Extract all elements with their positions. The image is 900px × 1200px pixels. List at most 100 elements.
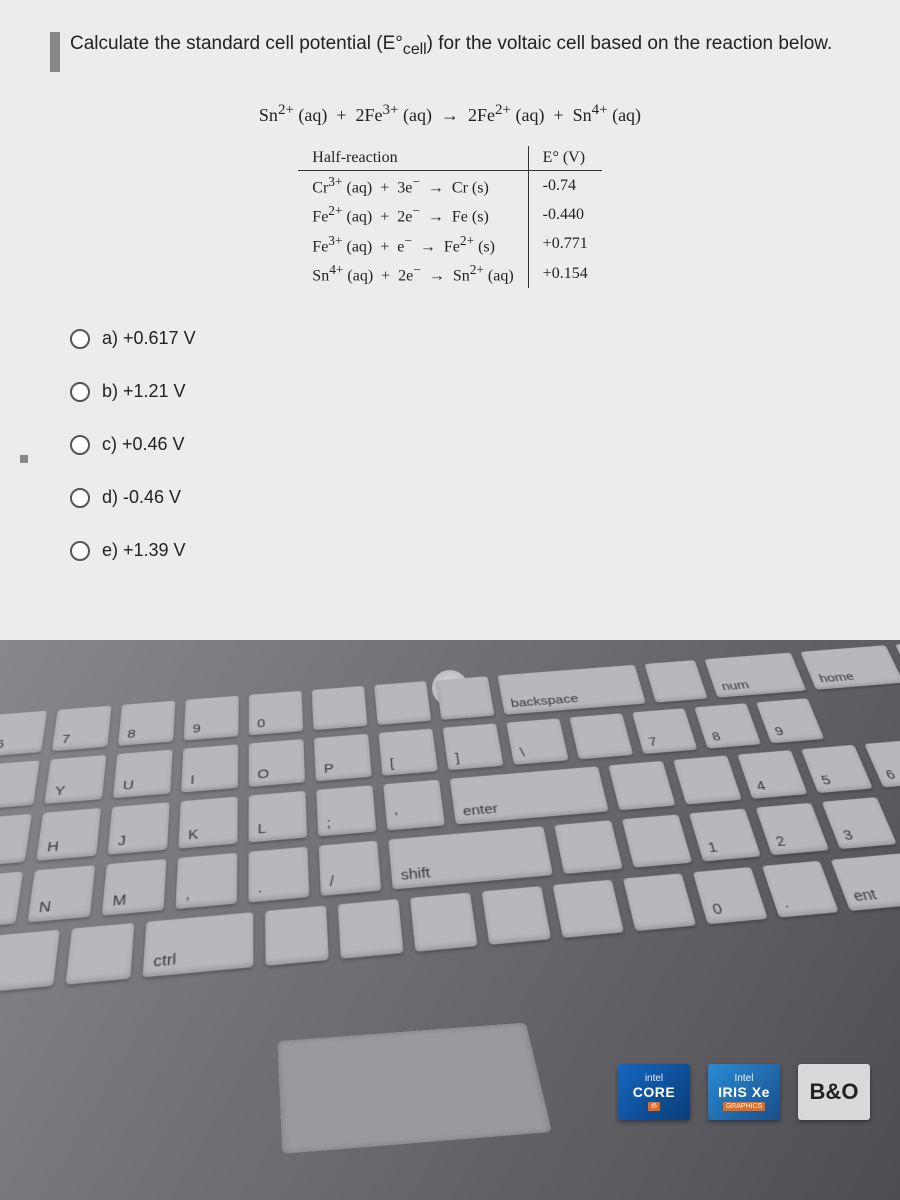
- radio-icon[interactable]: [70, 488, 90, 508]
- table-row: Sn4+ (aq) + 2e− → Sn2+ (aq)+0.154: [298, 259, 601, 288]
- keyboard-key: [374, 681, 431, 725]
- table-header-reaction: Half-reaction: [298, 146, 528, 171]
- keyboard-key: ': [383, 780, 445, 831]
- sticker-text: i5: [648, 1102, 659, 1111]
- keyboard-key: [312, 686, 368, 730]
- half-reaction-table: Half-reaction E° (V) Cr3+ (aq) + 3e− → C…: [298, 146, 601, 288]
- table-cell-potential: +0.771: [528, 230, 602, 259]
- laptop-keyboard-region: hp 567890backspacenumhomeendRTYUIOP[]\78…: [0, 640, 900, 1200]
- keyboard-key: [673, 755, 742, 804]
- keyboard-key: enter: [450, 766, 609, 824]
- touchpad: [277, 1023, 552, 1154]
- keyboard-key: /: [319, 841, 382, 896]
- keyboard-key: 7: [52, 706, 112, 752]
- keyboard-key: 0: [249, 691, 303, 736]
- question-bullet-icon: [50, 32, 60, 72]
- keyboard-key: H: [36, 808, 101, 861]
- keyboard-key: alt: [0, 930, 60, 997]
- table-cell-reaction: Cr3+ (aq) + 3e− → Cr (s): [298, 171, 528, 201]
- sticker-text: intel: [645, 1073, 663, 1084]
- keyboard-key: ctrl: [143, 912, 254, 977]
- keyboard-key: J: [108, 802, 170, 854]
- keyboard-key: 8: [694, 703, 761, 748]
- table-cell-potential: -0.74: [528, 171, 602, 201]
- keyboard-key: [338, 899, 404, 959]
- keyboard-key: [553, 880, 624, 938]
- table-row: Fe3+ (aq) + e− → Fe2+ (s)+0.771: [298, 230, 601, 259]
- option-label: b) +1.21 V: [102, 381, 186, 402]
- keyboard-key: [623, 873, 696, 931]
- keyboard-key: 7: [632, 708, 697, 754]
- radio-icon[interactable]: [70, 382, 90, 402]
- answer-option[interactable]: b) +1.21 V: [70, 381, 850, 402]
- table-cell-reaction: Fe2+ (aq) + 2e− → Fe (s): [298, 200, 528, 229]
- keyboard-key: num: [704, 653, 806, 698]
- option-label: e) +1.39 V: [102, 540, 186, 561]
- bang-olufsen-sticker: B&O: [798, 1064, 870, 1120]
- keyboard-rows: 567890backspacenumhomeendRTYUIOP[]\789FG…: [0, 642, 900, 1015]
- table-cell-potential: +0.154: [528, 259, 602, 288]
- keyboard-key: backspace: [497, 665, 645, 715]
- keyboard-key: O: [249, 739, 305, 787]
- keyboard-key: [482, 886, 552, 945]
- table-row: Fe2+ (aq) + 2e− → Fe (s)-0.440: [298, 200, 601, 229]
- keyboard-key: [554, 820, 623, 874]
- keyboard-key: [265, 906, 329, 966]
- table-header-potential: E° (V): [528, 146, 602, 171]
- option-label: c) +0.46 V: [102, 434, 185, 455]
- keyboard-key: L: [249, 791, 307, 843]
- keyboard-key: 4: [737, 750, 807, 799]
- keyboard-key: T: [0, 760, 40, 809]
- keyboard-key: 2: [756, 803, 830, 855]
- keyboard-key: [608, 761, 675, 810]
- radio-icon[interactable]: [70, 329, 90, 349]
- keyboard-key: .: [249, 847, 310, 903]
- keyboard-key: 3: [822, 797, 897, 849]
- answer-option[interactable]: a) +0.617 V: [70, 328, 850, 349]
- table-cell-potential: -0.440: [528, 200, 602, 229]
- keyboard-key: [644, 660, 707, 703]
- keyboard-key: ,: [175, 853, 237, 909]
- answer-option[interactable]: c) +0.46 V: [70, 434, 850, 455]
- intel-iris-sticker: Intel IRIS Xe GRAPHICS: [708, 1064, 780, 1120]
- secondary-bullet-icon: [20, 455, 28, 463]
- sticker-text: IRIS Xe: [718, 1084, 770, 1100]
- keyboard-key: K: [178, 797, 237, 849]
- option-label: d) -0.46 V: [102, 487, 181, 508]
- laptop-stickers: intel CORE i5 Intel IRIS Xe GRAPHICS B&O: [618, 1064, 870, 1120]
- keyboard-key: B: [0, 872, 23, 930]
- keyboard-key: 6: [0, 711, 47, 757]
- keyboard-key: P: [314, 734, 372, 782]
- keyboard-key: ;: [316, 785, 376, 836]
- half-reaction-table-wrap: Half-reaction E° (V) Cr3+ (aq) + 3e− → C…: [50, 146, 850, 288]
- keyboard-key: U: [113, 750, 173, 799]
- keyboard-key: [: [378, 729, 437, 776]
- table-body: Cr3+ (aq) + 3e− → Cr (s)-0.74Fe2+ (aq) +…: [298, 171, 601, 289]
- question-card: Calculate the standard cell potential (E…: [30, 20, 870, 613]
- keyboard-key: 5: [801, 745, 873, 793]
- keyboard-key: [569, 713, 633, 759]
- keyboard-key: 1: [689, 809, 761, 862]
- keyboard-key: N: [27, 865, 95, 922]
- intel-core-sticker: intel CORE i5: [618, 1064, 690, 1120]
- keyboard-key: I: [181, 744, 238, 792]
- radio-icon[interactable]: [70, 541, 90, 561]
- keyboard-key: M: [102, 859, 167, 916]
- keyboard-key: 9: [184, 696, 239, 741]
- keyboard-key: 9: [756, 698, 824, 743]
- sticker-text: Intel: [735, 1073, 754, 1084]
- keyboard-key: 8: [118, 701, 175, 746]
- radio-icon[interactable]: [70, 435, 90, 455]
- keyboard-key: [66, 923, 135, 985]
- keyboard-key: shift: [388, 826, 553, 889]
- answer-option[interactable]: e) +1.39 V: [70, 540, 850, 561]
- table-cell-reaction: Sn4+ (aq) + 2e− → Sn2+ (aq): [298, 259, 528, 288]
- keyboard-key: ent: [831, 851, 900, 911]
- reaction-equation: Sn2+ (aq) + 2Fe3+ (aq) → 2Fe2+ (aq) + Sn…: [50, 102, 850, 126]
- keyboard-key: [622, 814, 692, 867]
- sticker-text: CORE: [633, 1084, 675, 1100]
- table-row: Cr3+ (aq) + 3e− → Cr (s)-0.74: [298, 171, 601, 201]
- sticker-text: GRAPHICS: [723, 1102, 766, 1111]
- option-label: a) +0.617 V: [102, 328, 196, 349]
- answer-option[interactable]: d) -0.46 V: [70, 487, 850, 508]
